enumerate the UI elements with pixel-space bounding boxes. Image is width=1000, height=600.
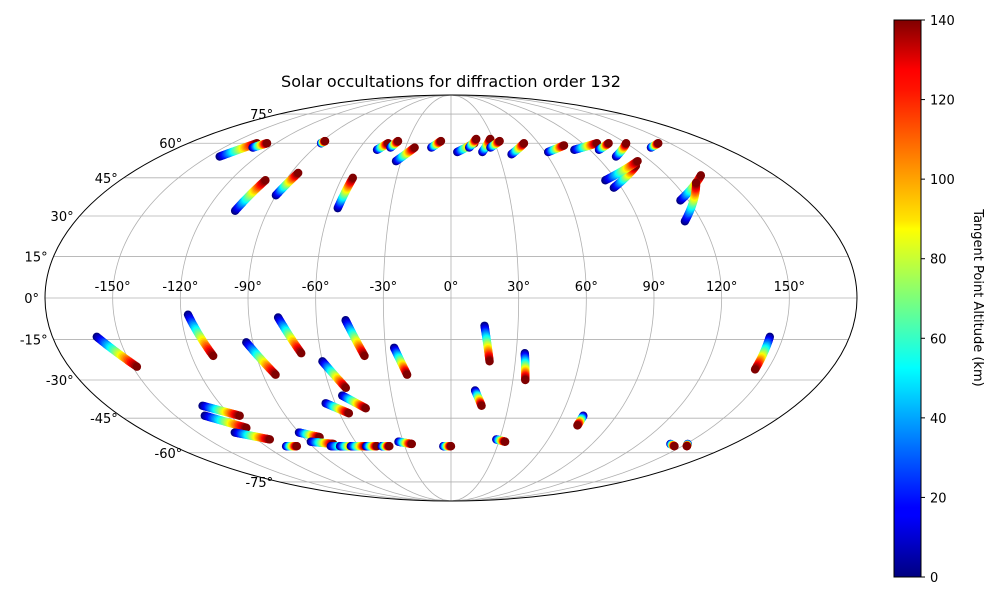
data-point [604,139,613,148]
colorbar-tick-label: 80 [930,253,947,268]
data-point [559,141,569,150]
data-point [361,404,370,413]
data-point [132,362,142,371]
grid-meridian [450,94,790,502]
colorbar-ticks: 0 20 40 60 80 100 120 140 [921,14,955,586]
data-point [519,139,529,148]
data-point [271,370,280,379]
chart-title: Solar occultations for diffraction order… [281,72,621,91]
data-point [477,401,486,410]
data-point [385,442,394,451]
map-boundary [44,94,858,502]
data-point [293,168,303,178]
data-point [633,156,642,166]
data-point [472,134,481,144]
grid-meridian [179,94,452,502]
data-point [320,136,330,146]
lon-tick-label: -150° [95,280,131,295]
lat-tick-label: 45° [95,172,118,187]
lat-tick-label: 60° [159,137,182,152]
data-point [621,139,631,148]
data-point [348,173,358,183]
data-point [446,442,456,451]
map-grid [45,94,857,502]
data-point [696,171,706,180]
data-point [265,435,275,444]
data-point [242,423,251,433]
lat-tick-label: 75° [250,108,273,123]
data-point [262,139,272,148]
data-point [261,176,270,185]
grid-meridian [450,94,587,502]
grid-meridian [315,94,452,502]
colorbar-label: Tangent Point Altitude (km) [970,208,985,386]
data-point [402,370,412,379]
colorbar-tick-label: 20 [930,491,947,506]
colorbar-tick-label: 120 [930,94,955,109]
data-point [407,439,417,449]
data-point [495,136,504,146]
lon-tick-label: 0° [444,280,459,295]
data-point [436,136,446,146]
lon-tick-label: 30° [507,280,530,295]
lon-tick-label: 60° [575,280,598,295]
data-points [92,134,775,451]
data-point [485,357,494,366]
data-point [682,442,692,451]
data-point [292,442,302,451]
grid-meridian [112,94,452,502]
lat-tick-label: -45° [90,412,118,427]
data-point [691,178,701,187]
data-point [344,409,354,418]
map-tick-labels: -150° -120° -90° -60° -30° 0° 30° 60° 90° 120° 150… [20,108,805,491]
data-point [341,383,351,393]
grid-meridian [382,94,452,502]
lon-tick-label: 150° [774,280,805,295]
colorbar-gradient [893,19,922,578]
colorbar-tick-label: 40 [930,412,947,427]
lon-tick-label: -90° [234,280,262,295]
lon-tick-label: 120° [706,280,737,295]
data-point [209,351,218,361]
data-point [360,351,369,361]
lat-tick-label: -60° [155,447,183,462]
colorbar-tick-label: 100 [930,173,955,188]
lon-tick-label: -120° [162,280,198,295]
lat-tick-label: -15° [20,334,48,349]
data-point [235,411,244,420]
colorbar-tick-label: 60 [930,332,947,347]
colorbar-tick-label: 0 [930,571,938,586]
data-point [393,136,403,146]
colorbar: 0 20 40 60 80 100 120 140 Tangent Point Altitud… [893,14,985,586]
data-point [521,375,530,385]
data-point [573,421,582,430]
lon-tick-label: -30° [369,280,397,295]
data-point [670,442,679,451]
lon-tick-label: 90° [642,280,665,295]
data-point [654,139,663,148]
data-point [410,143,419,152]
data-point [486,134,495,144]
colorbar-tick-label: 140 [930,14,955,29]
lon-tick-label: -60° [302,280,330,295]
lat-tick-label: -75° [245,476,273,491]
lat-tick-label: 0° [24,292,39,307]
lat-tick-label: -30° [46,374,74,389]
data-point [500,437,510,446]
data-point [750,365,760,374]
lat-tick-label: 15° [25,250,48,265]
data-point [297,349,306,358]
lat-tick-label: 30° [51,210,74,225]
